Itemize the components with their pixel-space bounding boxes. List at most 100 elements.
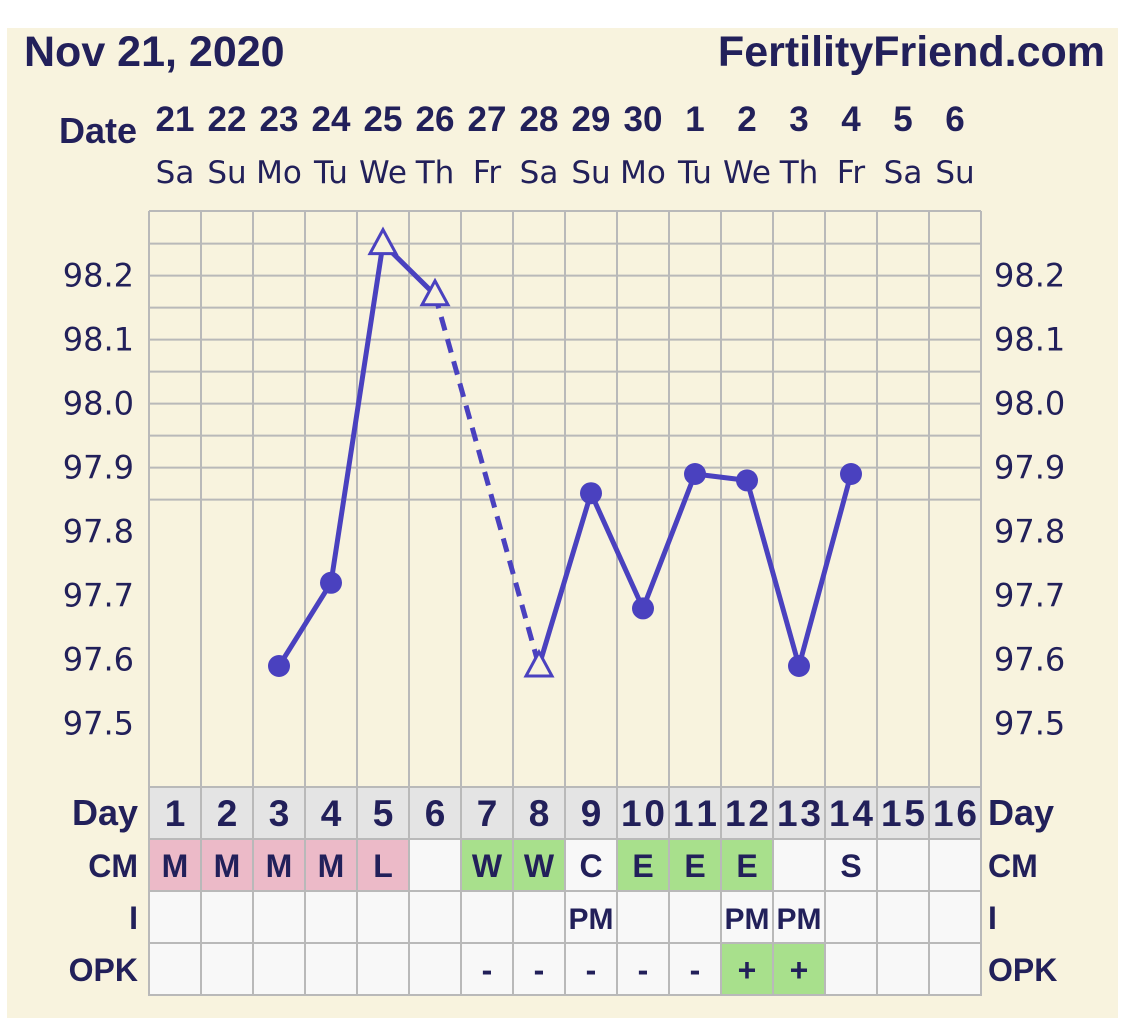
- site-name: FertilityFriend.com: [717, 28, 1105, 76]
- day-value: 1: [165, 793, 186, 834]
- opk-value: -: [586, 952, 597, 988]
- day-cell: [408, 786, 462, 840]
- temperature-point: [840, 463, 862, 485]
- weekday-label: Fr: [837, 155, 866, 191]
- opk-row-label-left: OPK: [69, 952, 138, 988]
- day-value: 5: [373, 793, 394, 834]
- date-label: 23: [260, 100, 299, 139]
- i-cell: [772, 890, 826, 944]
- y-tick-label-right: 98.1: [994, 321, 1065, 359]
- date-label: 25: [364, 100, 403, 139]
- day-cell: [616, 786, 670, 840]
- day-row-label-left: Day: [72, 792, 138, 833]
- cm-value: C: [579, 848, 602, 884]
- cm-value: W: [524, 848, 555, 884]
- i-cell: [148, 890, 202, 944]
- cm-value: M: [266, 848, 293, 884]
- opk-cell: [616, 942, 670, 996]
- temperature-points: [268, 226, 862, 678]
- cm-cell: [720, 838, 774, 892]
- cm-cell: [564, 838, 618, 892]
- y-tick-label-right: 97.5: [994, 705, 1065, 743]
- i-cell: [616, 890, 670, 944]
- temperature-segment: [536, 490, 594, 669]
- date-header: Date 21Sa22Su23Mo24Tu25We26Th27Fr28Sa29Su…: [59, 100, 975, 191]
- cm-cell: [356, 838, 410, 892]
- i-cell: [564, 890, 618, 944]
- day-cell: [200, 786, 254, 840]
- cm-value: W: [472, 848, 503, 884]
- day-value: 4: [321, 793, 342, 834]
- weekday-label: Mo: [256, 155, 302, 191]
- date-label: 3: [789, 100, 808, 139]
- i-cell: [928, 890, 982, 944]
- date-label: 5: [893, 100, 912, 139]
- i-value: PM: [569, 903, 614, 936]
- y-tick-label-right: 97.6: [994, 641, 1065, 679]
- y-tick-label-right: 97.9: [994, 449, 1065, 487]
- cm-cell: [928, 838, 982, 892]
- day-cell: [772, 786, 826, 840]
- i-cell: [356, 890, 410, 944]
- i-cell: [304, 890, 358, 944]
- chart-grid: [148, 210, 982, 788]
- day-value: 3: [269, 793, 290, 834]
- cm-cell: [200, 838, 254, 892]
- temperature-segment: [588, 490, 646, 611]
- cm-row-label-right: CM: [988, 848, 1038, 884]
- date-label: 6: [945, 100, 964, 139]
- y-tick-label-left: 98.0: [63, 385, 134, 423]
- opk-row-label-right: OPK: [988, 952, 1057, 988]
- cm-cell: [408, 838, 462, 892]
- i-row-label-right: I: [988, 900, 997, 936]
- temperature-lines: [276, 241, 854, 669]
- opk-value: +: [790, 952, 809, 988]
- date-label: 26: [416, 100, 455, 139]
- temperature-segment: [744, 477, 802, 669]
- date-label: 30: [624, 100, 663, 139]
- opk-cell: [824, 942, 878, 996]
- y-tick-label-left: 97.9: [63, 449, 134, 487]
- opk-cell: [460, 942, 514, 996]
- weekday-label: We: [723, 155, 771, 191]
- cm-cell: [460, 838, 514, 892]
- temperature-point-open: [419, 277, 451, 307]
- day-cell: [512, 786, 566, 840]
- opk-cell: [564, 942, 618, 996]
- cm-value: M: [214, 848, 241, 884]
- y-tick-label-left: 97.8: [63, 513, 134, 551]
- cm-cell: [148, 838, 202, 892]
- temperature-segment: [796, 471, 854, 669]
- opk-cell: [720, 942, 774, 996]
- i-cell: [408, 890, 462, 944]
- cm-cell: [876, 838, 930, 892]
- date-label: 28: [520, 100, 559, 139]
- temperature-point: [736, 469, 758, 492]
- weekday-label: Th: [415, 155, 455, 191]
- cm-row-label-left: CM: [88, 848, 138, 884]
- temperature-point: [268, 655, 290, 677]
- day-row-label-right: Day: [988, 792, 1054, 833]
- temperature-point: [684, 463, 706, 485]
- day-cell: [876, 786, 930, 840]
- i-value: PM: [777, 903, 822, 936]
- temperature-point-open: [523, 648, 555, 678]
- i-cell: [668, 890, 722, 944]
- day-value: 9: [581, 793, 602, 834]
- day-cell: [304, 786, 358, 840]
- date-label: 2: [737, 100, 756, 139]
- weekday-label: Sa: [520, 155, 559, 191]
- day-value: 7: [477, 793, 498, 834]
- y-tick-label-right: 98.2: [994, 257, 1065, 295]
- weekday-label: Th: [779, 155, 819, 191]
- opk-cell: [200, 942, 254, 996]
- opk-cell: [356, 942, 410, 996]
- y-tick-label-left: 98.2: [63, 257, 134, 295]
- opk-cell: [252, 942, 306, 996]
- i-cell: [252, 890, 306, 944]
- day-cell: [668, 786, 722, 840]
- temperature-point: [788, 655, 810, 677]
- cm-cell: [668, 838, 722, 892]
- cm-value: L: [373, 848, 393, 884]
